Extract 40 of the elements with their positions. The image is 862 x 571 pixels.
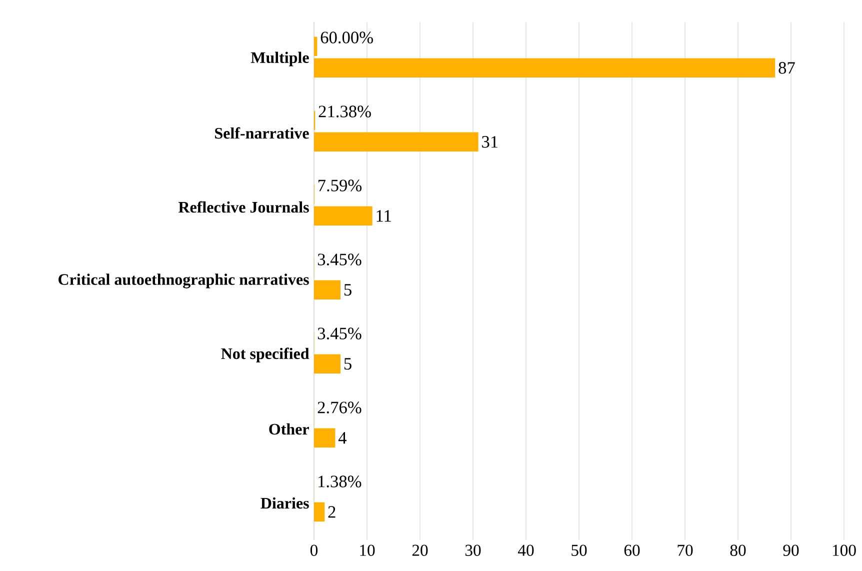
x-tick-label: 0 [310,544,318,556]
x-tick-label: 90 [783,544,799,556]
data-label: 60.00% [320,32,373,44]
bar [314,502,325,522]
bar [314,206,372,226]
data-label: 1.38% [318,476,362,488]
x-tick-label: 50 [572,544,587,556]
data-label: 4 [338,432,347,444]
bar [314,280,341,300]
data-label: 5 [344,358,352,370]
bar [314,36,318,56]
data-label: 3.45% [318,254,362,266]
data-label: 3.45% [318,328,362,340]
y-tick-label: Other [269,423,309,435]
data-label: 2 [328,506,336,518]
bar [314,132,478,152]
data-label: 11 [376,210,391,222]
x-tick-label: 10 [360,544,375,556]
y-tick-label: Multiple [250,52,309,66]
data-label: 87 [778,62,795,74]
bar [314,428,336,448]
x-tick-label: 60 [624,544,640,556]
x-tick-label: 20 [412,544,428,556]
bar [314,58,776,78]
x-tick-label: 80 [730,544,746,556]
y-tick-label: Self-narrative [215,127,309,139]
data-label: 21.38% [318,106,371,118]
y-tick-label: Not specified [221,348,310,362]
y-tick-label: Diaries [260,497,309,509]
y-tick-label: Critical autoethnographic narratives [58,274,309,288]
y-tick-label: Reflective Journals [178,201,309,213]
x-tick-label: 30 [465,544,481,556]
x-tick-label: 100 [832,544,856,556]
data-label: 7.59% [318,180,362,192]
x-tick-label: 70 [678,544,693,556]
bar [314,354,341,374]
x-tick-label: 40 [518,544,534,556]
data-label: 31 [482,136,498,148]
data-label: 5 [344,284,352,296]
data-label: 2.76% [318,402,362,414]
